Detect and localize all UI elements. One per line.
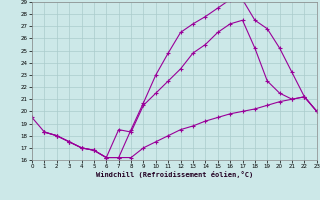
X-axis label: Windchill (Refroidissement éolien,°C): Windchill (Refroidissement éolien,°C): [96, 171, 253, 178]
